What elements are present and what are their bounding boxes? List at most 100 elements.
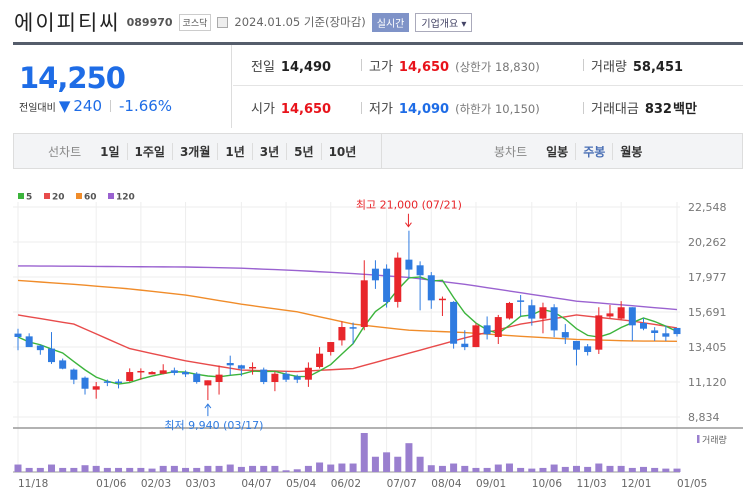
high-price: 14,650 [398, 59, 450, 75]
candle-body [639, 323, 647, 329]
candle-period-1[interactable]: 주봉 [575, 142, 612, 160]
volume-bar [349, 463, 357, 472]
stock-code: 089970 [126, 15, 173, 29]
volume-bar [673, 468, 681, 472]
volume-bar [572, 465, 580, 472]
candle-body [316, 353, 324, 367]
x-tick-label: 05/04 [286, 478, 317, 490]
x-tick-label: 08/04 [431, 478, 462, 490]
line-chart-label: 선차트 [48, 144, 82, 159]
line-period-4[interactable]: 3년 [251, 142, 286, 160]
volume-bar [427, 465, 435, 472]
company-overview-dropdown[interactable]: 기업개요 ▾ [415, 12, 473, 32]
volume-bar [539, 467, 547, 472]
y-tick-label: 20,262 [688, 236, 727, 249]
volume-bar [416, 456, 424, 472]
prev-label: 전일 [251, 59, 275, 75]
legend-swatch-20 [44, 193, 50, 199]
volume-bar [215, 465, 223, 472]
volume-bar [48, 464, 56, 472]
line-period-3[interactable]: 1년 [217, 142, 251, 160]
base-date: 2024.01.05 기준(장마감) [234, 15, 366, 29]
volume-bar [70, 467, 78, 472]
volume-bar [81, 465, 89, 472]
y-tick-label: 22,548 [688, 201, 727, 214]
legend-label: 5 [26, 193, 32, 203]
volume-bar [338, 463, 346, 472]
candle-body [304, 367, 312, 380]
candle-body [137, 370, 145, 373]
volume-bar [115, 467, 123, 472]
line-period-1[interactable]: 1주일 [126, 142, 172, 160]
volume-bar [304, 465, 312, 472]
candle-body [517, 300, 525, 302]
volume-bar [371, 456, 379, 472]
open-label: 시가 [251, 102, 275, 117]
volume-bar [606, 465, 614, 472]
candle-body [115, 381, 123, 384]
candle-body [673, 327, 681, 335]
line-period-6[interactable]: 10년 [320, 142, 364, 160]
x-tick-label: 11/18 [18, 478, 48, 490]
candle-body [617, 307, 625, 319]
realtime-button[interactable]: 실시간 [371, 12, 410, 32]
change-percent: -1.66% [119, 97, 173, 115]
price-change: 전일대비 ▼ 240 -1.66% [19, 97, 172, 115]
up-arrow-icon [204, 403, 212, 417]
y-tick-label: 8,834 [688, 411, 720, 424]
legend-swatch-60 [76, 193, 82, 199]
line-period-0[interactable]: 1일 [100, 144, 120, 159]
volume-bar [662, 468, 670, 472]
candle-period-2[interactable]: 월봉 [612, 142, 649, 160]
candle-period-0[interactable]: 일봉 [546, 144, 569, 159]
candle-body [237, 365, 245, 369]
candle-body [170, 370, 178, 373]
volume-bar [282, 470, 290, 472]
candle-body [606, 313, 614, 317]
candle-body [25, 336, 33, 348]
chart-toolbar: 선차트 1일 1주일 3개월 1년 3년 5년 10년 봉차트 일봉 주봉 월봉 [13, 133, 743, 169]
candle-body [505, 302, 513, 319]
x-tick-label: 01/05 [677, 478, 707, 490]
candle-body [260, 369, 268, 382]
candle-body [405, 259, 413, 270]
volume-bar [170, 465, 178, 472]
candle-body [528, 305, 536, 319]
x-tick-label: 12/01 [621, 478, 651, 490]
current-price: 14,250 [19, 61, 126, 95]
candle-body [92, 386, 100, 390]
candle-body [36, 345, 44, 351]
volume-bar [550, 464, 558, 472]
line-period-5[interactable]: 5년 [286, 142, 320, 160]
volume-bar [639, 466, 647, 472]
candle-body [461, 343, 469, 348]
candle-body [103, 381, 111, 383]
volume-bar [159, 465, 167, 472]
y-tick-label: 13,405 [688, 341, 727, 354]
stock-header: 에이피티씨 089970 코스닥 2024.01.05 기준(장마감) 실시간 … [14, 8, 473, 36]
candle-body [215, 374, 223, 382]
divider [110, 100, 111, 112]
volume-bar [316, 462, 324, 472]
market-badge: 코스닥 [178, 13, 212, 31]
volume-bar [59, 467, 67, 472]
legend-label: 120 [116, 193, 135, 203]
volume-legend-label: 거래량 [702, 434, 727, 446]
ma120-line [17, 265, 678, 311]
volume-bar [204, 465, 212, 472]
volume-bar [226, 464, 234, 472]
header-divider [13, 42, 743, 45]
x-tick-label: 10/06 [532, 478, 563, 490]
ma5-line [17, 276, 678, 385]
volume-bar [438, 465, 446, 472]
volume-bar [461, 465, 469, 472]
volume-bar [628, 467, 636, 472]
candle-body [126, 372, 134, 382]
prev-close: 14,490 [280, 59, 332, 75]
x-tick-label: 06/02 [331, 478, 361, 490]
volume-bar [182, 467, 190, 472]
legend-swatch-5 [18, 193, 24, 199]
line-period-2[interactable]: 3개월 [171, 142, 217, 160]
volume-bar [617, 465, 625, 472]
candle-body [561, 332, 569, 338]
